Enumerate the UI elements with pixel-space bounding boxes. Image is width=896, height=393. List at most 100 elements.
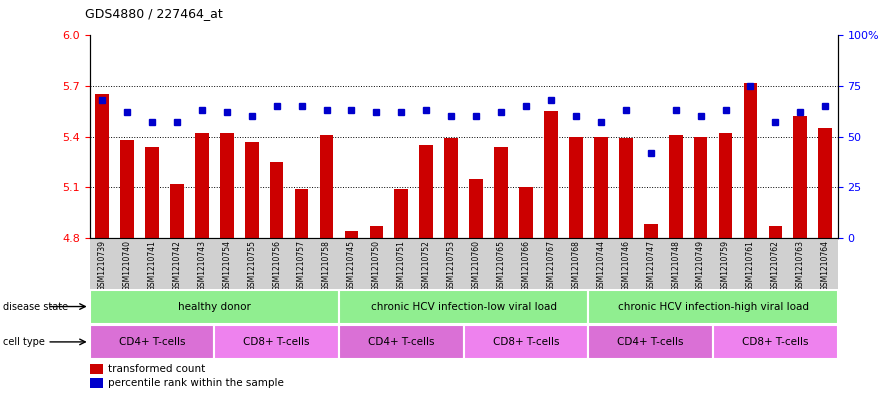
Text: GSM1210744: GSM1210744 [597, 240, 606, 291]
Bar [289, 238, 314, 289]
Bar [644, 224, 658, 238]
Bar [214, 238, 239, 289]
Bar [594, 136, 607, 238]
Text: GSM1210742: GSM1210742 [172, 240, 181, 291]
Bar [444, 138, 458, 238]
Bar [513, 238, 538, 289]
Bar [239, 238, 264, 289]
Bar [439, 238, 464, 289]
Text: GSM1210754: GSM1210754 [222, 240, 231, 291]
Bar [170, 184, 184, 238]
Text: GSM1210739: GSM1210739 [98, 240, 107, 291]
Bar [245, 141, 259, 238]
Text: CD8+ T-cells: CD8+ T-cells [493, 337, 559, 347]
Bar [788, 238, 813, 289]
Bar [464, 238, 488, 289]
Bar [115, 238, 140, 289]
Bar [744, 83, 757, 238]
Bar [688, 238, 713, 289]
Text: GSM1210751: GSM1210751 [397, 240, 406, 291]
Bar [638, 238, 663, 289]
Text: healthy donor: healthy donor [177, 301, 251, 312]
Bar [394, 189, 409, 238]
Bar [519, 187, 533, 238]
Bar [464, 325, 589, 359]
Bar [389, 238, 414, 289]
Bar [90, 364, 103, 374]
Bar [369, 226, 383, 238]
Bar [90, 325, 214, 359]
Bar [264, 238, 289, 289]
Bar [668, 135, 683, 238]
Text: CD4+ T-cells: CD4+ T-cells [118, 337, 185, 347]
Text: GSM1210752: GSM1210752 [422, 240, 431, 291]
Text: chronic HCV infection-low viral load: chronic HCV infection-low viral load [371, 301, 556, 312]
Bar [345, 231, 358, 238]
Text: GSM1210761: GSM1210761 [746, 240, 755, 291]
Text: CD4+ T-cells: CD4+ T-cells [617, 337, 684, 347]
Bar [295, 189, 308, 238]
Text: GSM1210763: GSM1210763 [796, 240, 805, 291]
Bar [414, 238, 439, 289]
Text: GSM1210746: GSM1210746 [621, 240, 630, 291]
Bar [794, 116, 807, 238]
Text: GSM1210760: GSM1210760 [471, 240, 480, 291]
Bar [189, 238, 214, 289]
Text: GSM1210753: GSM1210753 [447, 240, 456, 291]
Bar [140, 238, 165, 289]
Bar [694, 136, 708, 238]
Bar [90, 378, 103, 387]
Bar [713, 325, 838, 359]
Text: GSM1210740: GSM1210740 [123, 240, 132, 291]
Bar [470, 179, 483, 238]
Bar [419, 145, 433, 238]
Bar [769, 226, 782, 238]
Bar [214, 325, 339, 359]
Bar [220, 133, 234, 238]
Bar [145, 147, 159, 238]
Text: GSM1210749: GSM1210749 [696, 240, 705, 291]
Text: GSM1210758: GSM1210758 [322, 240, 331, 291]
Bar [339, 238, 364, 289]
Bar [488, 238, 513, 289]
Text: chronic HCV infection-high viral load: chronic HCV infection-high viral load [617, 301, 808, 312]
Bar [90, 238, 115, 289]
Text: GSM1210768: GSM1210768 [572, 240, 581, 291]
Text: GSM1210755: GSM1210755 [247, 240, 256, 291]
Bar [569, 136, 582, 238]
Bar [120, 140, 134, 238]
Text: GSM1210741: GSM1210741 [148, 240, 157, 291]
Text: CD8+ T-cells: CD8+ T-cells [742, 337, 809, 347]
Bar [538, 238, 564, 289]
Text: GSM1210756: GSM1210756 [272, 240, 281, 291]
Text: GSM1210745: GSM1210745 [347, 240, 356, 291]
Bar [320, 135, 333, 238]
Bar [818, 128, 832, 238]
Bar [589, 290, 838, 323]
Text: percentile rank within the sample: percentile rank within the sample [108, 378, 284, 388]
Text: GSM1210748: GSM1210748 [671, 240, 680, 291]
Text: GSM1210766: GSM1210766 [521, 240, 530, 291]
Text: GSM1210767: GSM1210767 [547, 240, 556, 291]
Text: GSM1210750: GSM1210750 [372, 240, 381, 291]
Bar [495, 147, 508, 238]
Text: cell type: cell type [3, 337, 45, 347]
Bar [619, 138, 633, 238]
Text: GDS4880 / 227464_at: GDS4880 / 227464_at [85, 7, 223, 20]
Text: GSM1210765: GSM1210765 [496, 240, 505, 291]
Text: GSM1210762: GSM1210762 [771, 240, 780, 291]
Bar [738, 238, 763, 289]
Bar [314, 238, 339, 289]
Text: CD4+ T-cells: CD4+ T-cells [368, 337, 435, 347]
Bar [339, 290, 589, 323]
Bar [813, 238, 838, 289]
Bar [719, 133, 732, 238]
Text: transformed count: transformed count [108, 364, 205, 374]
Bar [544, 111, 558, 238]
Text: CD8+ T-cells: CD8+ T-cells [244, 337, 310, 347]
Bar [90, 290, 339, 323]
Bar [663, 238, 688, 289]
Bar [763, 238, 788, 289]
Text: disease state: disease state [3, 301, 68, 312]
Bar [364, 238, 389, 289]
